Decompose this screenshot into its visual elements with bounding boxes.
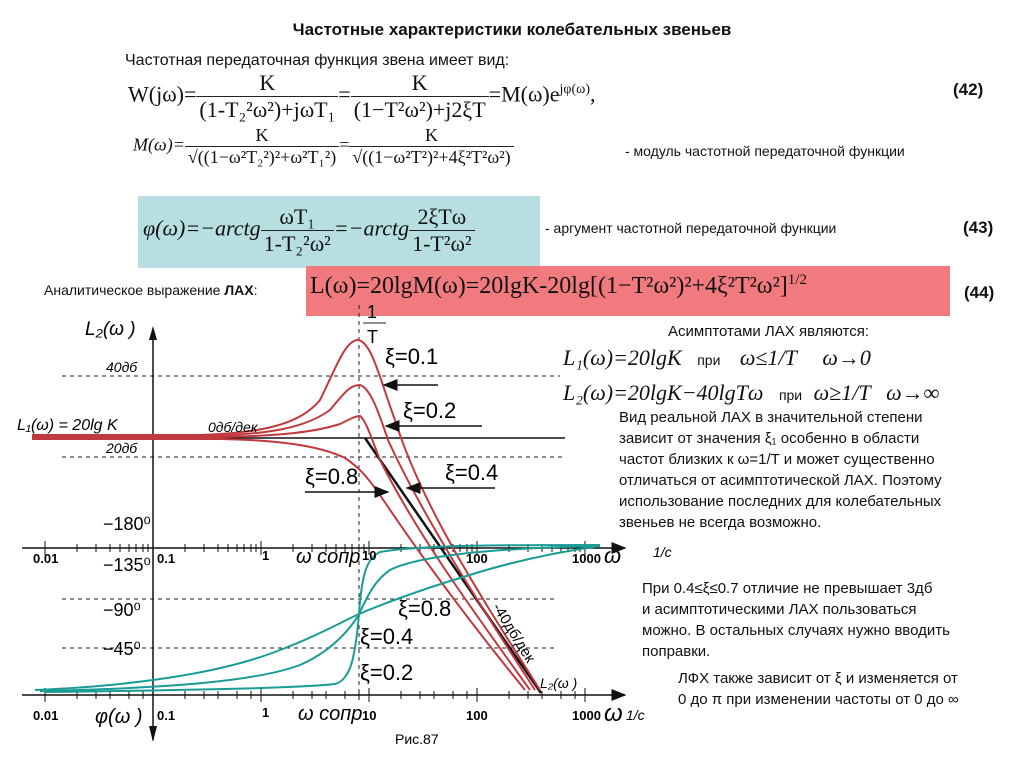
tick-bottom-10: 10 xyxy=(362,708,376,723)
magnitude-curves xyxy=(32,338,541,691)
one-over-t-den: T xyxy=(367,327,378,347)
units-bottom-label: 1/с xyxy=(626,707,645,723)
paragraph-real-lax: Вид реальной ЛАХ в значительной степени … xyxy=(619,409,942,531)
curve-xi-0.8 xyxy=(32,438,526,691)
tick-bottom-1000: 1000 xyxy=(572,708,601,723)
units-top-label: 1/с xyxy=(653,544,672,560)
phase-label-xi-0.8: ξ=0.8 xyxy=(398,596,451,621)
phase-curves xyxy=(34,544,601,693)
formula-phi: φ(ω)=−arctg ωT₁ 1-T₂²ω² =−arctg 2ξTω 1-T²ω² xyxy=(143,204,475,257)
formula-m-frac1: K √((1−ω²T₂²)²+ω²T₁²) xyxy=(184,125,340,168)
l2-axis-label: L₂(ω ) xyxy=(85,319,136,340)
equation-number-42: (42) xyxy=(953,80,984,99)
formula-w-frac2: K (1−T²ω²)+j2ξT xyxy=(350,70,489,123)
phi-axis-label: φ(ω ) xyxy=(95,706,143,728)
y-axis-arrow-down-icon xyxy=(149,726,157,742)
y-axis-arrow-up-icon xyxy=(149,326,157,340)
tick-bottom-1: 1 xyxy=(262,705,269,720)
tick-top-1000: 1000 xyxy=(572,551,601,566)
phase-xi-0.4 xyxy=(39,545,601,692)
asymptote-l2: L₂(ω)=20lgK−40lgTω при ω≥1/T ω→∞ xyxy=(563,380,940,405)
label-xi-0.1: ξ=0.1 xyxy=(385,344,438,369)
intro-text: Частотная передаточная функция звена име… xyxy=(125,52,510,69)
page-title: Частотные характеристики колебательных з… xyxy=(292,20,732,39)
formula-phi-description: - аргумент частотной передаточной функци… xyxy=(545,220,837,236)
formula-w-lhs: W(jω)= xyxy=(128,81,197,107)
zero-slope-label: 0дб/дек xyxy=(208,419,259,435)
tick-top-10: 10 xyxy=(362,548,376,563)
grid-lines xyxy=(62,305,565,700)
label-xi-0.2: ξ=0.2 xyxy=(403,398,456,423)
figure-caption: Рис.87 xyxy=(395,731,439,747)
formula-phi-frac2: 2ξTω 1-T²ω² xyxy=(409,204,475,257)
tick-bottom-100: 100 xyxy=(466,708,488,723)
tick-top-100: 100 xyxy=(466,551,488,566)
db40-label: 40дб xyxy=(106,359,138,375)
x-axis-ticks xyxy=(44,541,586,702)
label-arrows xyxy=(305,379,495,498)
phase-xi-0.2 xyxy=(44,544,601,693)
deg-180-label: −180⁰ xyxy=(103,514,151,534)
l2-end-label: L₂(ω ) xyxy=(540,675,577,691)
db20-label: 20дб xyxy=(105,440,138,456)
deg-45-label: −45⁰ xyxy=(103,639,141,659)
formula-m-frac2: K √((1−ω²T²)²+4ξ²T²ω²) xyxy=(349,125,514,168)
asymptote-l2-line xyxy=(363,437,543,694)
formula-m-lhs: M(ω)= xyxy=(133,134,185,155)
phase-formula-box xyxy=(138,196,540,268)
deg-90-label: −90⁰ xyxy=(103,600,141,620)
omega-res-top-label: ω сопр xyxy=(296,546,360,568)
formula-lax: L(ω)=20lgM(ω)=20lgK-20lg[(1−T²ω²)²+4ξ²T²… xyxy=(310,272,807,299)
label-xi-0.4: ξ=0.4 xyxy=(445,460,498,485)
curve-xi-0.1 xyxy=(32,338,541,691)
tick-top-0.01: 0.01 xyxy=(33,551,58,566)
deg-135-label: −135⁰ xyxy=(103,555,151,575)
omega-bottom-label: ω xyxy=(604,700,623,727)
paragraph-correction: При 0.4≤ξ≤0.7 отличие не превышает 3дб и… xyxy=(642,580,950,660)
formula-w-frac1: K (1-T₂²ω²)+jωT₁ xyxy=(196,70,339,123)
tick-top-0.1: 0.1 xyxy=(157,551,175,566)
formula-phi-frac1: ωT₁ 1-T₂²ω² xyxy=(260,204,334,257)
label-xi-0.8: ξ=0.8 xyxy=(305,464,358,489)
formula-m-description: - модуль частотной передаточной функции xyxy=(625,143,905,159)
omega-res-bottom-label: ω сопр xyxy=(298,703,362,725)
equation-number-43: (43) xyxy=(963,218,994,237)
phase-xi-0.8 xyxy=(34,545,601,691)
lax-label: Аналитическое выражение ЛАХ: xyxy=(44,282,258,298)
formula-m: M(ω)= K √((1−ω²T₂²)²+ω²T₁²) = K √((1−ω²T²)²+4… xyxy=(133,125,514,168)
paragraph-lfx: ЛФХ также зависит от ξ и изменяется от 0… xyxy=(678,670,959,708)
curve-xi-0.4 xyxy=(32,414,531,691)
tick-top-1: 1 xyxy=(262,548,269,563)
omega-top-label: ω xyxy=(604,543,621,568)
asymptote-l1: L₁(ω)=20lgK при ω≤1/T ω→0 xyxy=(563,345,871,370)
curve-xi-0.2 xyxy=(32,383,536,691)
phase-label-xi-0.2: ξ=0.2 xyxy=(360,660,413,685)
formula-w: W(jω)= K (1-T₂²ω²)+jωT₁ = K (1−T²ω²)+j2ξT =M(ω… xyxy=(128,70,596,123)
one-over-t-num: 1 xyxy=(367,302,377,322)
lax-formula-box xyxy=(306,266,950,316)
equation-number-44: (44) xyxy=(964,283,995,302)
l1-label: L₁(ω) = 20lg K xyxy=(17,417,119,434)
tick-bottom-0.1: 0.1 xyxy=(157,708,175,723)
phase-label-xi-0.4: ξ=0.4 xyxy=(360,624,413,649)
asymptotes-heading: Асимптотами ЛАХ являются: xyxy=(668,323,869,340)
tick-bottom-0.01: 0.01 xyxy=(33,708,58,723)
